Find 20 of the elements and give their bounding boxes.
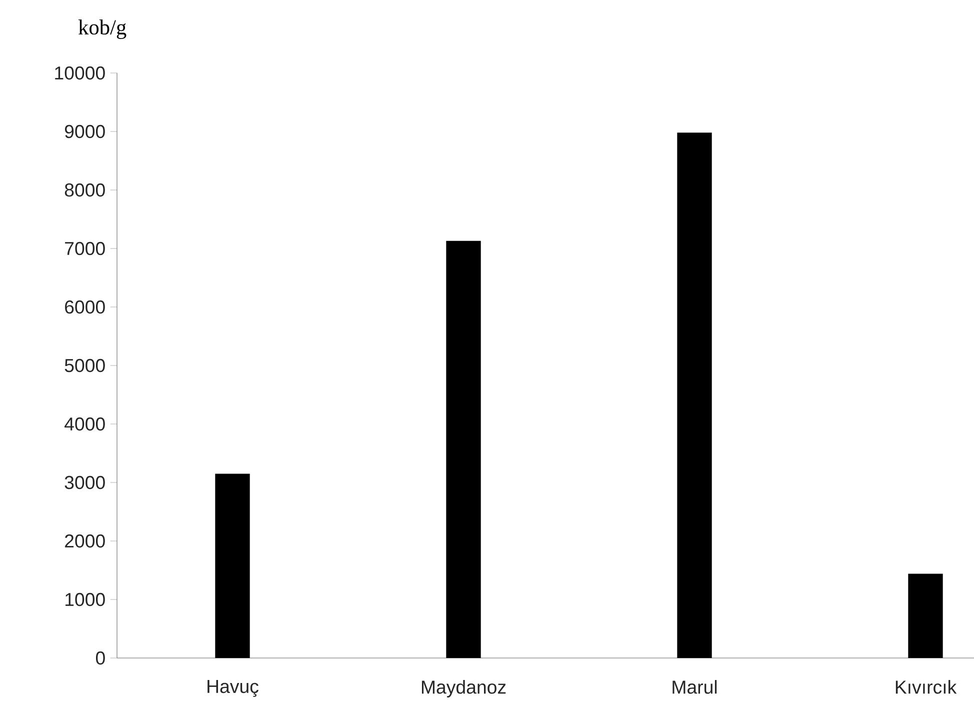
bar — [908, 574, 943, 658]
x-tick-label: Kıvırcık — [896, 680, 957, 694]
y-tick-label: 9000 — [64, 124, 105, 138]
y-tick-label: 5000 — [64, 358, 105, 372]
bar — [677, 132, 712, 658]
y-tick-label: 2000 — [65, 534, 105, 548]
bar — [446, 240, 481, 658]
y-tick-label: 1000 — [66, 592, 105, 606]
x-tick-label: Marul — [672, 680, 717, 694]
y-tick-label: 8000 — [64, 183, 105, 197]
y-tick-label: 0 — [96, 651, 105, 665]
y-tick-label: 4000 — [64, 417, 105, 431]
y-tick-label: 7000 — [65, 242, 105, 256]
x-tick-label: Maydanoz — [422, 680, 506, 698]
bar — [215, 474, 250, 658]
y-tick-label: 10000 — [55, 66, 105, 80]
y-tick-label: 3000 — [64, 476, 105, 490]
y-axis-title: kob/g — [78, 20, 126, 39]
y-tick-label: 6000 — [65, 300, 105, 314]
x-tick-label: Havuç — [208, 680, 258, 697]
